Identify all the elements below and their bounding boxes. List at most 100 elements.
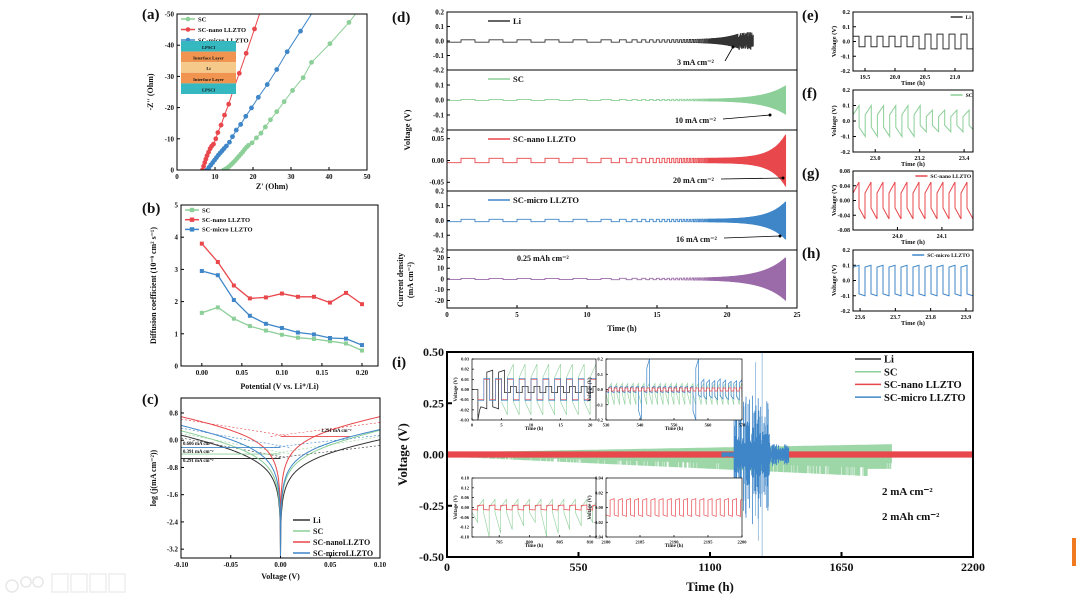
legend-item: SC [293, 527, 323, 536]
legend-item: SC-micro LLZTO [488, 195, 579, 205]
legend-marker [189, 227, 195, 232]
sc-trace [606, 382, 742, 405]
current-density-label: 20 mA cm⁻² [673, 176, 714, 185]
exchange-current-label: 0.606 mA cm⁻² [183, 441, 214, 447]
plot-frame [852, 249, 974, 312]
cell-layer [181, 62, 236, 73]
data-point [243, 113, 249, 119]
data-point [236, 70, 242, 76]
y-tick-label: 0.2 [597, 357, 603, 362]
x-tick-label: 2200 [738, 540, 748, 545]
y-tick-label: -0.2 [433, 246, 445, 254]
x-axis-label: Time (h) [525, 544, 544, 549]
x-tick-label: 5 [515, 311, 519, 319]
x-tick-label: 20.5 [920, 75, 931, 81]
y-tick-label: -0.1 [433, 111, 445, 119]
inset-plot: 2180 2185 2190 2195 2200 0.04 0.02 0.00 -0.02 -0.… [588, 476, 747, 549]
y-tick-label: 0.2 [843, 88, 851, 94]
y-axis-label: Voltage (V) [831, 185, 838, 216]
y-tick-label: -0.04 [594, 535, 604, 540]
legend-item: SC-microLLZTO [293, 549, 373, 558]
y-tick-label: -0.08 [838, 228, 851, 234]
legend-item: SC-nano LLZTO [855, 380, 962, 391]
data-point [218, 122, 224, 128]
voltage-trace [447, 85, 787, 115]
panel-h-zoom: 23.6 23.7 23.8 23.9 0.2 0.1 0.0 -0.1 -0.2 Time (h… [802, 246, 974, 327]
panel-label: (f) [802, 86, 817, 102]
plot-frame [852, 170, 974, 231]
y-tick-label: 0.8 [169, 409, 178, 417]
arrow-head [778, 234, 782, 238]
legend-marker [189, 207, 195, 213]
y-tick-label: 4 [175, 234, 179, 242]
cell-layer [181, 51, 236, 63]
x-tick-label: 800 [526, 540, 534, 545]
y-axis-label: Voltage (V) [454, 377, 459, 401]
y-tick-label: 3 [175, 266, 179, 274]
panel-d-subplot: 0 5 10 15 20 25 20 10 0 -10 -20 Time (h) 0.25 mAh cm… [435, 249, 801, 333]
plot-frame [471, 358, 597, 421]
y-tick-label: 0 [171, 166, 175, 174]
y-tick-label: 0.02 [595, 490, 604, 495]
arrow-head [768, 113, 772, 117]
y-tick-label: 0.1 [435, 23, 444, 31]
plot-area [200, 14, 356, 170]
tangent-line [181, 433, 291, 455]
y-tick-label: 20 [437, 254, 445, 262]
y-tick-label: 0.04 [840, 184, 851, 190]
data-point [262, 124, 268, 130]
y-axis-label: (mA cm⁻²) [406, 262, 415, 299]
data-point [227, 139, 232, 145]
cell-layer [181, 83, 236, 94]
y-tick-label: -0.03 [460, 418, 470, 423]
y-tick-label: -0.8 [167, 464, 179, 472]
data-point [258, 130, 264, 136]
x-tick-label: 0 [175, 173, 179, 181]
nano-llzto-voltage-trace [447, 451, 973, 458]
data-point [246, 142, 251, 148]
y-tick-label: -0.1 [841, 54, 851, 60]
plot-frame [176, 13, 368, 171]
nano-trace [606, 387, 742, 392]
data-point [281, 99, 287, 105]
plot-area [447, 134, 787, 187]
arrow-head [781, 176, 785, 180]
voltage-trace [447, 257, 787, 301]
sc-voltage-trace [447, 444, 892, 476]
y-tick-label: 0.1 [843, 104, 851, 110]
x-tick-label: 23.4 [959, 156, 970, 162]
data-point [327, 41, 333, 47]
x-axis-label: Time (h) [901, 161, 925, 168]
data-point [298, 28, 303, 34]
x-tick-label: 540 [637, 423, 645, 428]
panel-f-zoom: 23.0 23.2 23.4 0.2 0.1 0.0 -0.1 -0.2 Time (h) Vol… [802, 86, 974, 168]
y-tick-label: 0 [175, 362, 179, 370]
tangent-line [270, 434, 380, 448]
plot-area [199, 241, 364, 353]
x-tick-label: 0.00 [196, 369, 209, 377]
data-point [199, 241, 204, 246]
x-axis-label: Time (h) [686, 579, 734, 594]
y-axis-label: Current density [396, 253, 405, 307]
data-point [327, 339, 332, 344]
watermark-glyph [89, 573, 107, 593]
y-tick-label: 0.00 [423, 448, 444, 462]
cycling-condition-label: 2 mA cm⁻² [882, 486, 933, 498]
y-tick-label: 10 [437, 265, 445, 273]
watermark-mark [20, 576, 32, 588]
y-tick-label: 5 [175, 201, 179, 209]
legend-item: SC-micro LLZTO [912, 253, 971, 259]
tangent-line [270, 445, 380, 459]
legend-label: SC-micro LLZTO [884, 393, 966, 404]
data-point [343, 341, 348, 346]
y-tick-label: -10 [435, 286, 445, 294]
legend-label: SC [966, 93, 973, 99]
cell-layer-label: LPSCl [202, 45, 216, 50]
x-tick-label: 24.0 [892, 234, 903, 240]
panel-g-zoom: 24.0 24.1 0.08 0.04 0.00 -0.04 -0.08 Time (h) Vo… [802, 166, 974, 246]
y-tick-label: 0.04 [595, 476, 604, 481]
y-tick-label: -0.2 [596, 418, 604, 423]
data-point [215, 259, 220, 264]
legend-label: SC [202, 207, 211, 214]
